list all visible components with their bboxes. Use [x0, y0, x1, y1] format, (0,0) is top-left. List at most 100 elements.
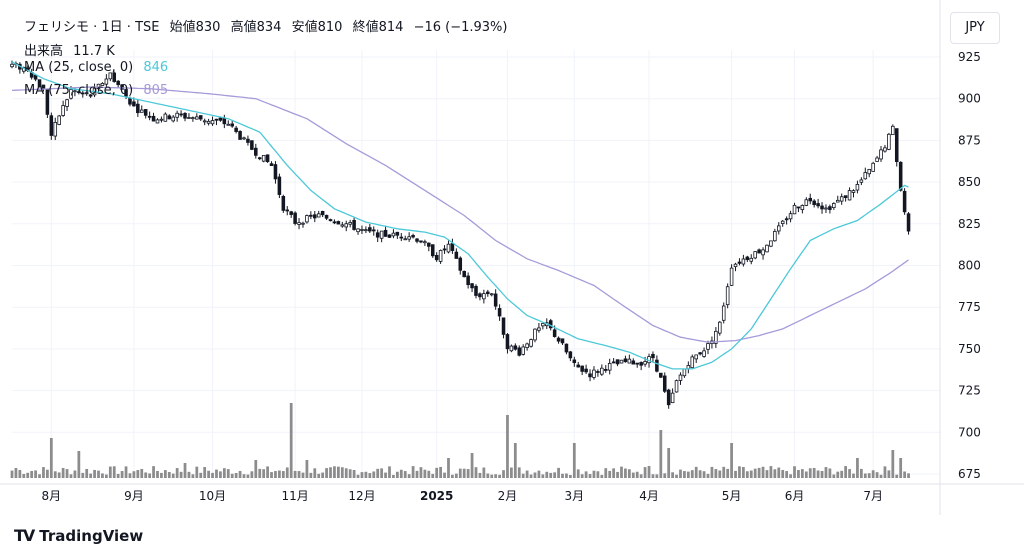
candle-body	[175, 112, 179, 118]
y-tick-label: 875	[958, 133, 981, 147]
candle-body	[894, 128, 899, 163]
candle-body	[77, 91, 81, 94]
candle-body	[348, 222, 352, 225]
volume-value: 11.7 K	[73, 44, 115, 59]
candle-body	[257, 157, 262, 160]
y-tick-label: 825	[958, 217, 981, 231]
volume-bar	[447, 458, 450, 478]
x-tick-label: 2月	[498, 489, 518, 503]
volume-bar	[360, 472, 364, 478]
candle-body	[261, 155, 266, 162]
volume-bar	[745, 471, 749, 478]
x-tick-label: 4月	[639, 489, 659, 503]
volume-bar	[230, 473, 234, 478]
volume-bar	[820, 471, 824, 478]
ma75-value: 805	[143, 83, 169, 98]
candle-body	[462, 270, 466, 278]
candle-body	[556, 337, 561, 342]
volume-bar	[34, 470, 37, 478]
volume-bar	[651, 474, 655, 478]
volume-bar	[730, 443, 733, 478]
candle-body	[183, 112, 187, 119]
volume-bar	[431, 473, 435, 478]
volume-bar	[568, 474, 572, 478]
volume-bar	[313, 468, 317, 478]
candle-body	[96, 83, 101, 89]
candle-body	[682, 368, 687, 377]
ma25-legend[interactable]: MA (25, close, 0) 846	[24, 60, 174, 75]
candle-body	[627, 358, 632, 364]
volume-bar	[175, 468, 179, 478]
candle-body	[395, 231, 400, 236]
candle-body	[88, 94, 93, 97]
volume-bar	[655, 474, 659, 478]
candle-body	[57, 115, 61, 125]
brand-label: TradingView	[39, 526, 144, 545]
candle-body	[690, 356, 695, 369]
candle-body	[541, 323, 545, 327]
candle-body	[53, 121, 58, 137]
candle-body	[643, 361, 647, 365]
candle-body	[902, 190, 907, 213]
candle-body	[537, 327, 541, 331]
candle-body	[450, 243, 455, 251]
volume-bar	[163, 470, 167, 478]
volume-bar	[108, 466, 112, 478]
volume-bar	[203, 467, 207, 478]
candle-body	[533, 328, 537, 341]
volume-bar	[439, 466, 442, 478]
candle-body	[151, 115, 156, 122]
volume-bar	[97, 470, 100, 478]
candle-body	[446, 243, 451, 253]
candle-body	[808, 197, 813, 202]
volume-bar	[718, 470, 722, 478]
candle-body	[458, 257, 463, 271]
candle-body	[415, 238, 419, 242]
candle-body	[784, 218, 789, 221]
candle-body	[623, 358, 628, 363]
x-tick-label: 10月	[199, 489, 226, 503]
volume-bar	[419, 467, 423, 478]
volume-bar	[490, 474, 494, 478]
candle-body	[254, 147, 258, 156]
volume-bar	[624, 468, 627, 478]
volume-bar	[659, 430, 663, 478]
candle-body	[741, 258, 746, 265]
candle-body	[883, 147, 887, 152]
x-tick-label: 8月	[42, 489, 62, 503]
volume-bar	[631, 472, 635, 478]
candle-body	[678, 374, 683, 381]
volume-bar	[42, 467, 45, 478]
volume-bar	[867, 473, 871, 478]
volume-bar	[482, 467, 486, 478]
volume-bar	[800, 469, 804, 478]
currency-button[interactable]: JPY	[950, 12, 1000, 44]
volume-bar	[101, 473, 104, 478]
candle-body	[879, 149, 883, 160]
volume-bar	[368, 473, 372, 478]
candle-body	[143, 109, 148, 116]
volume-bar	[793, 466, 796, 478]
volume-bar	[510, 467, 513, 478]
candle-body	[45, 89, 50, 115]
volume-bar	[293, 470, 297, 478]
candle-body	[383, 229, 388, 237]
candle-body	[301, 222, 305, 225]
volume-bar	[742, 467, 745, 478]
candle-body	[128, 97, 132, 105]
ma75-legend[interactable]: MA (75, close, 0) 805	[24, 83, 174, 98]
candle-body	[403, 238, 407, 241]
volume-bar	[297, 471, 301, 478]
volume-bar	[781, 470, 785, 478]
volume-bar	[561, 473, 564, 478]
volume-bar	[738, 466, 741, 478]
candle-body	[277, 176, 282, 195]
candle-body	[851, 190, 856, 193]
candle-body	[206, 120, 211, 124]
candle-body	[246, 138, 250, 143]
candle-body	[84, 92, 89, 95]
volume-bar	[529, 474, 533, 478]
volume-bar	[753, 468, 757, 478]
tradingview-brand[interactable]: TV TradingView	[14, 526, 143, 545]
